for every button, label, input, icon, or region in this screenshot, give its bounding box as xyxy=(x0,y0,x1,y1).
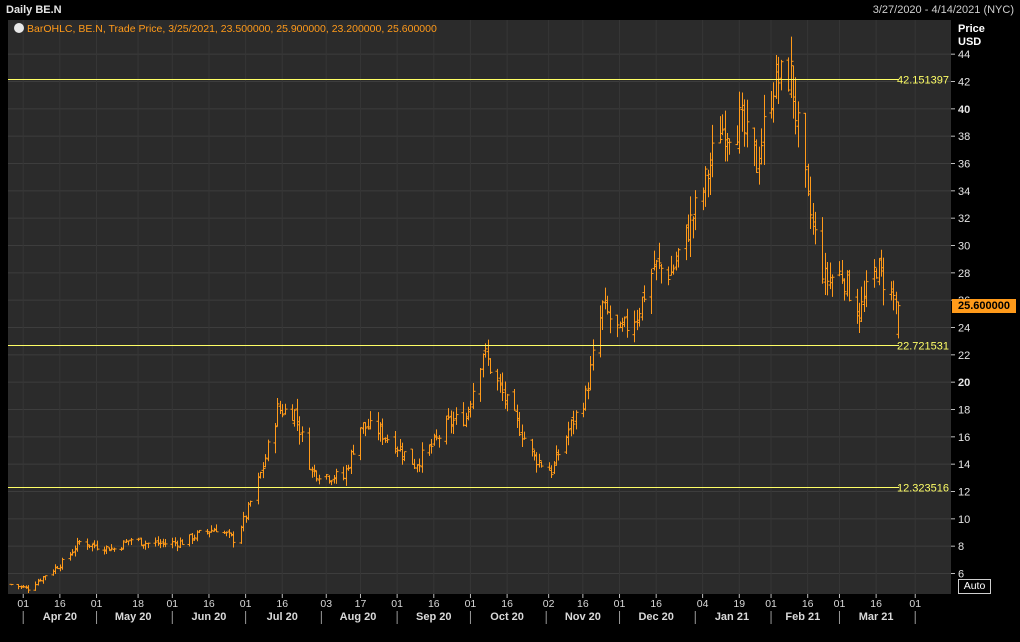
title-bar: Daily BE.N 3/27/2020 - 4/14/2021 (NYC) xyxy=(0,0,1020,20)
x-tick-label: 01 xyxy=(834,598,846,610)
y-tick-label: 24 xyxy=(958,323,970,335)
x-month-label: Oct 20 xyxy=(490,611,524,623)
series-legend[interactable]: BarOHLC, BE.N, Trade Price, 3/25/2021, 2… xyxy=(14,23,437,35)
chart-title: Daily BE.N xyxy=(6,4,62,16)
x-month-label: Sep 20 xyxy=(416,611,451,623)
x-tick-label: 16 xyxy=(650,598,662,610)
x-tick-label: 16 xyxy=(203,598,215,610)
y-tick-label: 20 xyxy=(958,377,970,389)
legend-text: BarOHLC, BE.N, Trade Price, 3/25/2021, 2… xyxy=(27,23,437,35)
x-tick-label: 19 xyxy=(733,598,745,610)
y-tick-label: 32 xyxy=(958,213,970,225)
x-axis-panel xyxy=(0,594,1020,642)
x-tick-label: 01 xyxy=(614,598,626,610)
horizontal-line-label: 22.721531 xyxy=(897,341,949,353)
x-tick-label: 01 xyxy=(465,598,477,610)
x-tick-label: 01 xyxy=(391,598,403,610)
x-tick-label: 16 xyxy=(577,598,589,610)
x-month-label: Apr 20 xyxy=(43,611,77,623)
x-tick-label: 01 xyxy=(909,598,921,610)
x-month-label: Jun 20 xyxy=(192,611,227,623)
y-tick-label: 18 xyxy=(958,405,970,417)
y-tick-label: 38 xyxy=(958,131,970,143)
x-month-label: May 20 xyxy=(115,611,152,623)
auto-scale-button[interactable]: Auto xyxy=(958,579,991,594)
x-tick-label: 16 xyxy=(802,598,814,610)
y-tick-label: 6 xyxy=(958,569,964,581)
last-price-marker: 25.600000 xyxy=(952,298,1016,313)
y-tick-label: 28 xyxy=(958,268,970,280)
x-tick-label: 02 xyxy=(543,598,555,610)
x-tick-label: 01 xyxy=(17,598,29,610)
x-tick-label: 18 xyxy=(132,598,144,610)
y-tick-label: 22 xyxy=(958,350,970,362)
x-month-label: Feb 21 xyxy=(785,611,820,623)
x-month-label: Aug 20 xyxy=(340,611,377,623)
x-tick-label: 04 xyxy=(697,598,709,610)
x-month-label: Jan 21 xyxy=(715,611,749,623)
y-tick-label: 36 xyxy=(958,159,970,171)
y-tick-label: 8 xyxy=(958,541,964,553)
horizontal-line-label: 42.151397 xyxy=(897,75,949,87)
x-tick-label: 01 xyxy=(240,598,252,610)
date-range-label: 3/27/2020 - 4/14/2021 (NYC) xyxy=(872,4,1014,16)
x-month-label: Mar 21 xyxy=(859,611,894,623)
y-tick-label: 30 xyxy=(958,241,970,253)
y-tick-label: 14 xyxy=(958,459,970,471)
x-month-label: Dec 20 xyxy=(638,611,673,623)
y-axis-label: Price USD xyxy=(958,23,985,49)
x-tick-label: 16 xyxy=(276,598,288,610)
x-tick-label: 16 xyxy=(428,598,440,610)
horizontal-line-label: 12.323516 xyxy=(897,483,949,495)
x-tick-label: 03 xyxy=(320,598,332,610)
y-tick-label: 40 xyxy=(958,104,970,116)
x-tick-label: 16 xyxy=(54,598,66,610)
y-axis-label-currency: USD xyxy=(958,36,982,48)
x-tick-label: 17 xyxy=(355,598,367,610)
circle-icon[interactable] xyxy=(14,23,24,33)
x-tick-label: 16 xyxy=(501,598,513,610)
y-tick-label: 10 xyxy=(958,514,970,526)
y-tick-label: 44 xyxy=(958,49,970,61)
y-tick-label: 12 xyxy=(958,487,970,499)
y-tick-label: 16 xyxy=(958,432,970,444)
y-tick-label: 42 xyxy=(958,77,970,89)
x-tick-label: 01 xyxy=(765,598,777,610)
x-month-label: Jul 20 xyxy=(267,611,298,623)
x-tick-label: 16 xyxy=(870,598,882,610)
y-axis-label-price: Price xyxy=(958,23,985,35)
x-tick-label: 01 xyxy=(166,598,178,610)
x-month-label: Nov 20 xyxy=(565,611,601,623)
x-tick-label: 01 xyxy=(91,598,103,610)
y-tick-label: 34 xyxy=(958,186,970,198)
